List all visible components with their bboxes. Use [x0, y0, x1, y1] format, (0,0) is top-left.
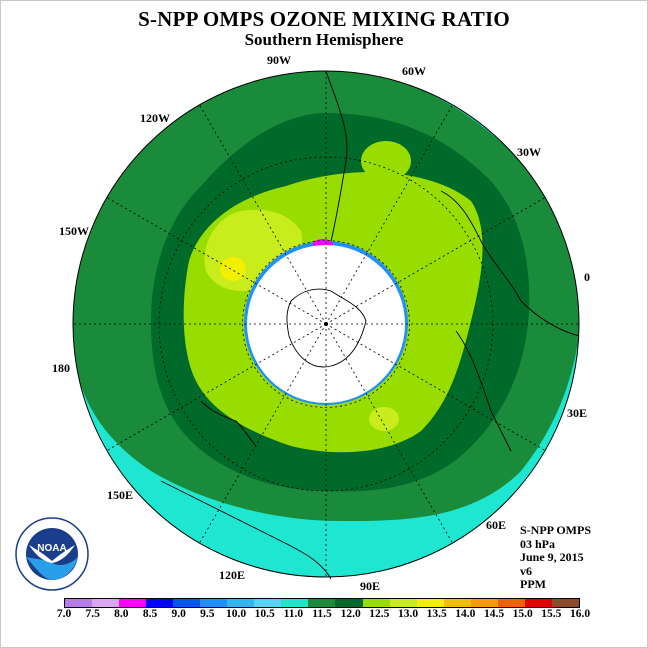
coast-new-zealand — [200, 400, 257, 447]
meridian-line — [106, 323, 327, 451]
lon-label-90e: 90E — [360, 579, 381, 593]
lon-label-180: 180 — [52, 361, 70, 375]
info-date: June 9, 2015 — [520, 550, 584, 564]
colorbar-tick-label: 12.0 — [340, 608, 361, 620]
page-subtitle: Southern Hemisphere — [244, 30, 404, 49]
colorbar-cell — [200, 599, 228, 607]
colorbar-cell — [389, 599, 417, 607]
colorbar-cell — [497, 599, 525, 607]
map-border — [72, 70, 580, 578]
lon-label-30e: 30E — [567, 406, 588, 420]
coast-antarctica — [286, 288, 367, 368]
colorbar-cell — [92, 599, 120, 607]
colorbar-tick-label: 13.5 — [426, 608, 447, 620]
colorbar-tick-label: 9.0 — [171, 608, 186, 620]
page-title: S-NPP OMPS OZONE MIXING RATIO — [138, 7, 510, 31]
colorbar-cell — [281, 599, 309, 607]
colorbar-cell — [362, 599, 390, 607]
colorbar-tick-label: 8.5 — [142, 608, 158, 620]
south-pole-marker — [324, 322, 328, 326]
colorbar-cell — [227, 599, 255, 607]
colorbar-tick-label: 14.5 — [483, 608, 505, 620]
meridian-line — [325, 323, 546, 451]
coast-madagascar — [455, 330, 512, 452]
lon-label-60e: 60E — [486, 518, 507, 532]
colorbar-tick-label: 14.0 — [455, 608, 476, 620]
colorbar-tick-label: 7.5 — [85, 608, 100, 620]
info-units: PPM — [520, 577, 546, 591]
lon-label-150w: 150W — [59, 224, 89, 238]
colorbar-tick-label: 15.0 — [512, 608, 533, 620]
colorbar-cell — [308, 599, 336, 607]
colorbar-cell — [524, 599, 552, 607]
colorbar-cell — [443, 599, 471, 607]
colorbar-cell — [551, 599, 579, 607]
colorbar-tick-label: 7.0 — [56, 608, 72, 620]
colorbar-tick-label: 12.5 — [369, 608, 390, 620]
meridian-line — [199, 104, 327, 325]
latitude-circle — [242, 240, 410, 408]
colorbar-tick-label: 8.0 — [114, 608, 129, 620]
colorbar-cell — [470, 599, 498, 607]
lon-label-0: 0 — [584, 270, 590, 284]
colorbar — [64, 598, 580, 608]
info-version: v6 — [520, 563, 532, 578]
colorbar-tick-label: 11.5 — [312, 608, 332, 620]
info-product: S-NPP OMPS — [520, 523, 591, 537]
meridian-line — [325, 323, 453, 544]
meridian-line — [199, 323, 327, 544]
colorbar-cell — [65, 599, 93, 607]
noaa-logo: NOAA — [15, 517, 89, 591]
colorbar-cell — [146, 599, 174, 607]
colorbar-tick-label: 15.5 — [541, 608, 562, 620]
colorbar-cell — [119, 599, 147, 607]
info-block: S-NPP OMPS 03 hPa June 9, 2015 v6 PPM — [520, 523, 591, 592]
colorbar-tick-label: 13.0 — [397, 608, 419, 620]
colorbar-cell — [416, 599, 444, 607]
contour-13-5-a — [220, 257, 246, 281]
graticule — [73, 71, 579, 577]
coast-africa — [440, 190, 580, 337]
noaa-logo-text: NOAA — [37, 543, 66, 554]
coast-australia — [160, 480, 332, 580]
colorbar-cell — [173, 599, 201, 607]
meridian-line — [325, 104, 453, 325]
lon-label-30w: 30W — [517, 145, 541, 159]
coastlines — [160, 70, 580, 580]
colorbar-labels: 7.0 7.5 8.0 8.5 9.0 9.5 10.0 10.5 11.0 11.5 12.0 12… — [1, 608, 647, 622]
colorbar-cell — [254, 599, 282, 607]
meridian-line — [106, 197, 327, 325]
contour-12-5-b — [361, 141, 411, 181]
colorbar-tick-label: 11.0 — [283, 608, 304, 620]
lon-label-150e: 150E — [107, 488, 134, 502]
info-level: 03 hPa — [520, 536, 556, 551]
colorbar-tick-label: 10.5 — [254, 608, 275, 620]
coast-south-america — [325, 70, 348, 242]
contour-13-c — [369, 407, 399, 431]
colorbar-tick-label: 9.5 — [200, 608, 215, 620]
lon-label-90w: 90W — [267, 53, 291, 67]
lon-label-120e: 120E — [219, 568, 246, 582]
meridian-line — [325, 197, 546, 325]
lon-label-120w: 120W — [140, 111, 170, 125]
colorbar-tick-label: 10.0 — [225, 608, 247, 620]
lon-label-60w: 60W — [402, 64, 426, 78]
colorbar-cell — [335, 599, 363, 607]
colorbar-tick-label: 16.0 — [569, 608, 591, 620]
